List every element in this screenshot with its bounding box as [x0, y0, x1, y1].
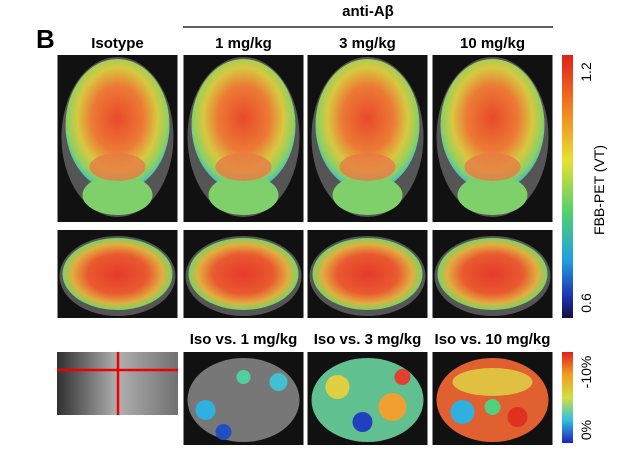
colorbar-tick: 0.6: [578, 293, 594, 313]
comparison-header: Iso vs. 10 mg/kg: [435, 331, 551, 348]
axial-image: [307, 55, 428, 222]
colorbar-tick: 1.2: [578, 62, 594, 82]
coronal-image: [183, 230, 304, 318]
colorbar-label: FBB-PET (VT): [591, 145, 607, 235]
coronal-image: [432, 230, 553, 318]
colorbar-tick: 0%: [578, 420, 594, 440]
group-header: anti-Aβ: [342, 3, 394, 20]
comparison-header: Iso vs. 1 mg/kg: [190, 331, 298, 348]
difference-image: [432, 352, 553, 445]
panel-label: B: [36, 24, 55, 54]
difference-image: [307, 352, 428, 445]
column-header: 3 mg/kg: [339, 35, 396, 52]
axial-image: [432, 55, 553, 222]
comparison-header: Iso vs. 3 mg/kg: [314, 331, 422, 348]
colorbar-tick: -10%: [578, 356, 594, 389]
colorbar-diff: [562, 352, 573, 443]
column-header: 1 mg/kg: [215, 35, 272, 52]
colorbar-pet: [562, 55, 573, 318]
axial-image: [57, 55, 178, 222]
column-header: Isotype: [91, 35, 144, 52]
image-grid: Isotype 1 mg/kg 3 mg/kg 10 mg/kg Iso vs. 1 m…: [57, 35, 553, 445]
column-header: 10 mg/kg: [460, 35, 525, 52]
coronal-image: [57, 230, 178, 318]
coronal-image: [307, 230, 428, 318]
axial-image: [183, 55, 304, 222]
difference-image: [183, 352, 304, 445]
